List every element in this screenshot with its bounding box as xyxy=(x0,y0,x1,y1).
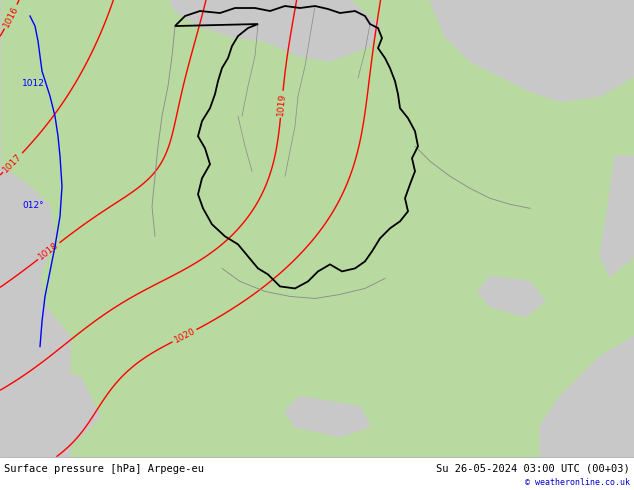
Polygon shape xyxy=(478,276,545,317)
Polygon shape xyxy=(600,156,634,276)
Text: 1017: 1017 xyxy=(1,151,24,174)
Text: 1019: 1019 xyxy=(276,93,287,116)
Polygon shape xyxy=(540,337,634,457)
Text: Su 26-05-2024 03:00 UTC (00+03): Su 26-05-2024 03:00 UTC (00+03) xyxy=(436,464,630,474)
Text: 1016: 1016 xyxy=(2,4,20,29)
Polygon shape xyxy=(430,0,634,101)
Polygon shape xyxy=(0,357,100,457)
Text: 1012: 1012 xyxy=(22,79,45,88)
Text: 1020: 1020 xyxy=(172,326,197,345)
Polygon shape xyxy=(170,0,380,61)
Text: Surface pressure [hPa] Arpege-eu: Surface pressure [hPa] Arpege-eu xyxy=(4,464,204,474)
Polygon shape xyxy=(0,0,70,457)
Text: © weatheronline.co.uk: © weatheronline.co.uk xyxy=(525,478,630,488)
Text: 1018: 1018 xyxy=(37,241,61,262)
Polygon shape xyxy=(285,396,370,437)
Text: 012°: 012° xyxy=(22,201,44,210)
